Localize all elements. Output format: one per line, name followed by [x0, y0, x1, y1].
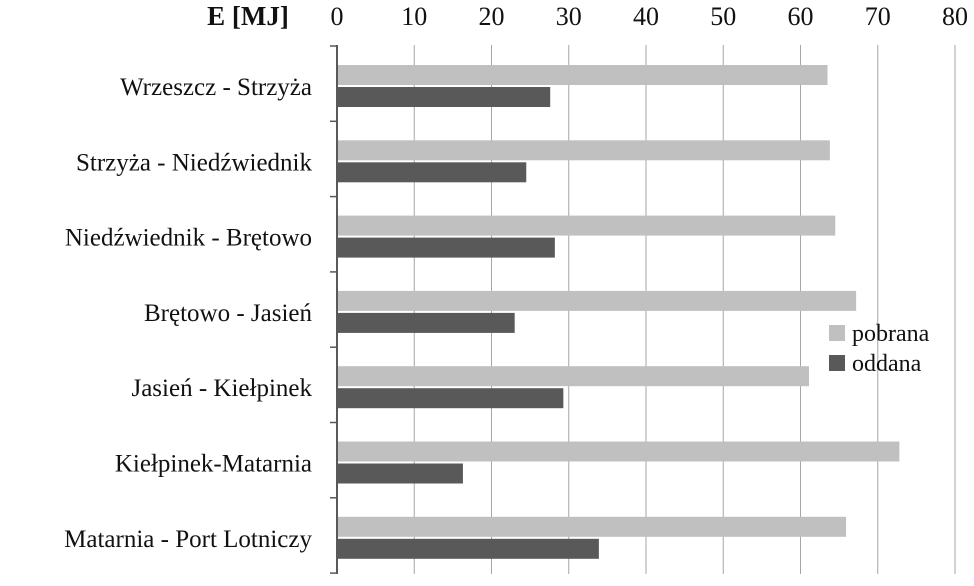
bar-pobrana: [337, 516, 847, 537]
x-axis-title: E [MJ]: [207, 1, 289, 31]
bar-pobrana: [337, 140, 830, 161]
legend-label: pobrana: [852, 321, 930, 347]
x-tick-label: 70: [865, 2, 891, 31]
y-category-label: Matarnia - Port Lotniczy: [64, 526, 312, 553]
x-tick-label: 10: [401, 2, 427, 31]
legend: pobrana oddana: [829, 321, 930, 377]
x-tick-label: 30: [556, 2, 582, 31]
x-tick-label: 50: [710, 2, 736, 31]
y-category-label: Brętowo - Jasień: [144, 300, 313, 327]
legend-label: oddana: [852, 351, 922, 377]
bar-oddana: [337, 162, 527, 183]
bar-oddana: [337, 237, 555, 258]
y-category-label: Niedźwiednik - Brętowo: [65, 225, 312, 252]
legend-swatch-oddana: [829, 355, 845, 371]
legend-swatch-pobrana: [829, 325, 845, 341]
bar-oddana: [337, 538, 599, 559]
bar-pobrana: [337, 441, 900, 462]
y-category-label: Kiełpinek-Matarnia: [115, 451, 312, 478]
bar-pobrana: [337, 366, 809, 387]
bar-pobrana: [337, 65, 828, 85]
x-tick-label: 80: [942, 2, 968, 31]
bars: [337, 65, 900, 559]
bar-oddana: [337, 388, 564, 409]
x-tick-label: 0: [331, 2, 344, 31]
x-tick-label: 40: [633, 2, 659, 31]
bar-oddana: [337, 463, 463, 484]
bar-oddana: [337, 312, 515, 333]
y-category-label: Strzyża - Niedźwiednik: [76, 149, 313, 176]
y-category-label: Wrzeszcz - Strzyża: [120, 74, 312, 101]
bar-oddana: [337, 87, 551, 107]
x-tick-label: 20: [479, 2, 505, 31]
axes: 0 10 20 30 40 50 60 70 80 E [MJ] Wrzeszcz - Strzyż…: [64, 1, 968, 574]
bar-pobrana: [337, 215, 836, 236]
y-category-label: Jasień - Kiełpinek: [131, 375, 312, 402]
bar-pobrana: [337, 290, 857, 311]
x-tick-label: 60: [788, 2, 814, 31]
